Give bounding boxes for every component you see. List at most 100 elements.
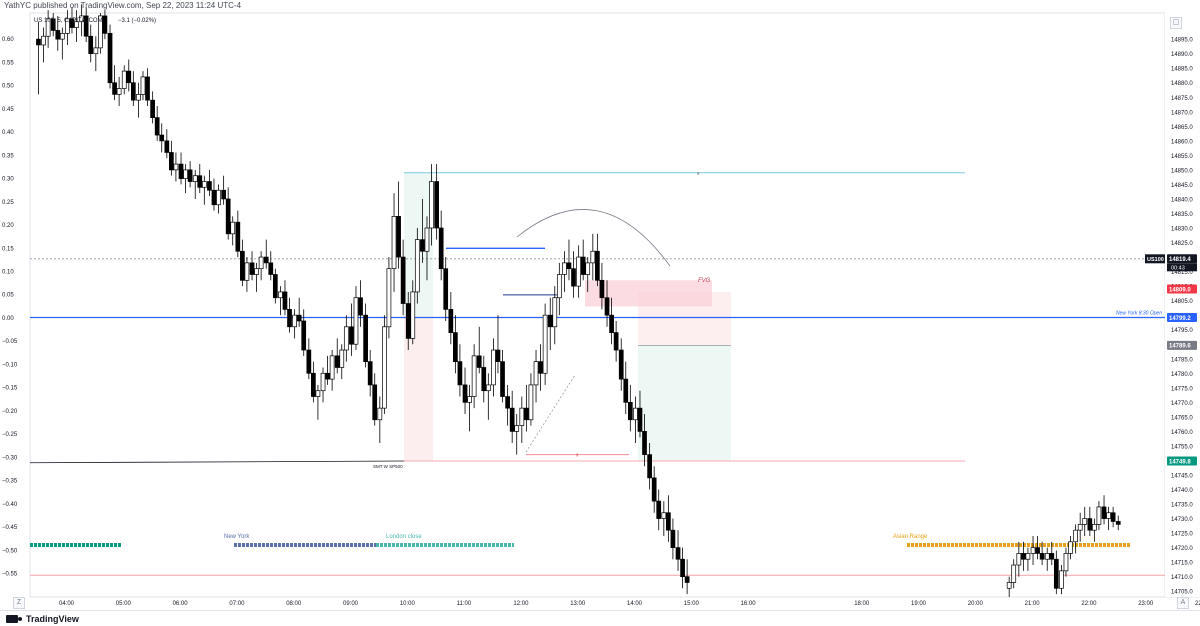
price-tick-label: 14740.0 — [1171, 488, 1193, 494]
candle-body-up — [192, 175, 198, 182]
price-scale-settings-button[interactable]: ▢ — [1170, 17, 1182, 29]
candle — [282, 280, 288, 316]
candle — [325, 355, 330, 385]
candle — [420, 198, 425, 263]
ny-open-label: New York 8:30 Open — [1116, 310, 1162, 316]
time-tick-label: 05:00 — [116, 601, 132, 607]
candle — [571, 251, 576, 298]
candle-body-up — [258, 256, 264, 270]
candle-body-up — [386, 268, 392, 328]
candle-body-up — [377, 407, 383, 421]
candle — [377, 396, 383, 444]
left-scale-tick-label: 0.40 — [2, 130, 14, 136]
candle — [1110, 506, 1116, 528]
candle — [627, 384, 633, 432]
price-tick-label: 14770.0 — [1171, 401, 1193, 407]
countdown-bg — [1167, 263, 1197, 272]
candle — [74, 10, 79, 43]
fvg-label: FVG — [698, 278, 711, 284]
candle — [1053, 550, 1059, 595]
candle-body-down — [1035, 547, 1040, 554]
price-tag-label: 14809.0 — [1169, 287, 1191, 293]
candle-body-up — [562, 262, 567, 275]
candle-body-up — [1006, 582, 1012, 589]
candle — [121, 65, 127, 95]
left-scale-tick-label: 0.45 — [2, 107, 14, 113]
candle-body-down — [306, 349, 312, 374]
candle — [1044, 547, 1050, 571]
candle-body-down — [50, 18, 56, 31]
left-scale-tick-label: 0.50 — [2, 84, 14, 90]
candle — [585, 257, 591, 292]
price-tag-label: 14819.4 — [1169, 257, 1191, 263]
candle — [136, 82, 141, 118]
candle-body-down — [651, 477, 657, 502]
price-tick-label: 14850.0 — [1171, 168, 1193, 174]
candle — [244, 257, 250, 292]
candle-body-down — [130, 82, 136, 101]
candle — [183, 164, 188, 194]
zoom-button[interactable]: Z — [13, 597, 25, 609]
candle — [613, 320, 619, 362]
tradingview-logo-icon — [6, 615, 22, 623]
candle — [1082, 506, 1088, 536]
candle-body-down — [627, 401, 633, 421]
price-tick-label: 14870.0 — [1171, 110, 1193, 116]
candle — [609, 297, 614, 345]
candle-body-down — [164, 140, 170, 153]
chart-header: YathYC published on TradingView.com, Sep… — [4, 1, 241, 10]
candle — [1016, 541, 1022, 577]
time-tick-label: 06:00 — [173, 601, 189, 607]
candle-body-up — [542, 314, 548, 374]
candle — [292, 309, 297, 339]
candle-body-up — [590, 250, 596, 264]
candle — [1035, 535, 1040, 560]
candle-body-down — [296, 314, 302, 322]
candle-body-down — [1115, 521, 1121, 525]
left-scale: 0.60 0.55 0.50 0.45 0.40 0.35 0.30 0.25 0.20 0.15… — [2, 37, 18, 578]
left-scale-tick-label: 0.10 — [2, 270, 14, 276]
candle — [562, 251, 567, 292]
candle-body-down — [154, 117, 160, 136]
candle — [495, 315, 501, 374]
candle — [301, 309, 307, 356]
candle — [647, 443, 652, 490]
candle — [1073, 524, 1078, 554]
candle — [1077, 512, 1083, 542]
candle — [358, 280, 363, 327]
candle-body-down — [495, 349, 501, 363]
candle-body-up — [410, 291, 416, 339]
candle — [1059, 565, 1064, 595]
time-tick-label: 04:00 — [59, 601, 75, 607]
candle — [83, 7, 89, 43]
candle-body-down — [670, 529, 676, 548]
candle — [126, 59, 132, 92]
candle-body-down — [178, 163, 184, 179]
candle — [278, 286, 283, 316]
candle-body-up — [116, 88, 122, 95]
candle — [566, 239, 572, 281]
candle — [524, 384, 529, 432]
candle-body-down — [434, 181, 439, 229]
candle — [145, 68, 150, 106]
candle-body-up — [382, 326, 387, 409]
time-tick-label: 16:00 — [741, 601, 757, 607]
candle — [334, 338, 340, 374]
candle — [656, 489, 662, 531]
auto-scale-button[interactable]: A — [1177, 597, 1189, 609]
time-tick-label: 22:00 — [1081, 601, 1097, 607]
candle-body-up — [320, 372, 326, 392]
left-scale-tick-label: −0.15 — [2, 386, 18, 392]
candle-body-up — [1044, 553, 1050, 560]
candle — [448, 291, 454, 345]
candle — [505, 384, 510, 426]
candle — [249, 251, 255, 281]
candle — [396, 181, 401, 269]
candle — [107, 24, 113, 89]
candle-body-down — [609, 314, 614, 333]
candle — [382, 315, 387, 414]
candle-body-up — [1030, 547, 1036, 554]
candle-body-down — [443, 268, 449, 310]
price-tag: 14809.0 — [1167, 284, 1197, 294]
